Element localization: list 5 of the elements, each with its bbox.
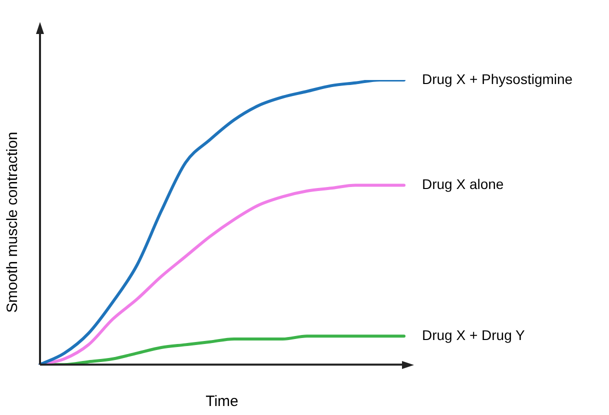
series-label: Drug X + Physostigmine bbox=[422, 70, 573, 87]
x-axis-title: Time bbox=[206, 393, 238, 410]
y-axis-title: Smooth muscle contraction bbox=[4, 132, 22, 313]
series-label: Drug X + Drug Y bbox=[422, 327, 526, 343]
series-label: Drug X alone bbox=[422, 176, 504, 192]
